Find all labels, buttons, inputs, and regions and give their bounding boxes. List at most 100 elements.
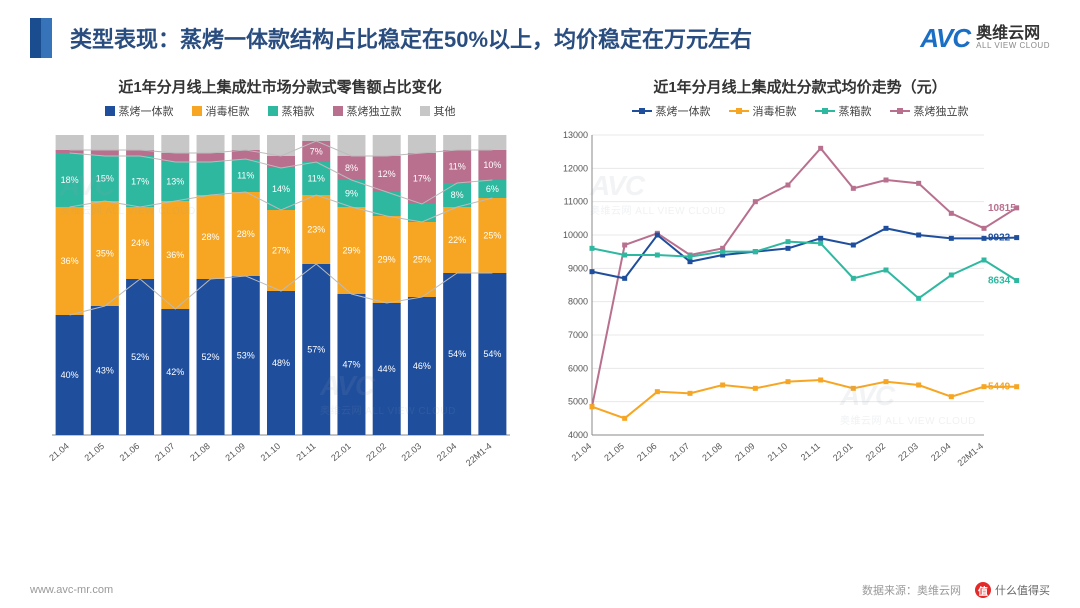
- svg-text:35%: 35%: [96, 249, 114, 259]
- right-chart-title: 近1年分月线上集成灶分款式均价走势（元）: [550, 76, 1050, 97]
- svg-text:21.06: 21.06: [635, 441, 659, 463]
- logo-cn: 奥维云网: [976, 26, 1050, 42]
- svg-text:7%: 7%: [310, 147, 323, 157]
- svg-text:18%: 18%: [61, 175, 79, 185]
- bar-segment: [267, 135, 295, 156]
- svg-text:42%: 42%: [166, 367, 184, 377]
- svg-text:21.07: 21.07: [153, 441, 177, 463]
- svg-text:21.05: 21.05: [82, 441, 106, 463]
- bar-segment: [478, 135, 506, 150]
- bar-segment: [443, 135, 471, 150]
- zdm-badge-icon: 值: [975, 582, 991, 598]
- header: 类型表现：蒸烤一体款结构占比稳定在50%以上，均价稳定在万元左右 AVC 奥维云…: [0, 0, 1080, 66]
- logo: AVC 奥维云网 ALL VIEW CLOUD: [920, 23, 1050, 54]
- svg-text:21.09: 21.09: [223, 441, 247, 463]
- bar-segment: [302, 135, 330, 141]
- right-legend: 蒸烤一体款消毒柜款蒸箱款蒸烤独立款: [550, 103, 1050, 119]
- legend-item: 蒸烤独立款: [890, 103, 969, 119]
- bar-segment: [197, 162, 225, 195]
- svg-text:22.01: 22.01: [831, 441, 855, 463]
- svg-text:22.03: 22.03: [400, 441, 424, 463]
- svg-text:36%: 36%: [61, 256, 79, 266]
- svg-text:21.05: 21.05: [602, 441, 626, 463]
- svg-text:8634: 8634: [988, 276, 1011, 287]
- bar-segment: [232, 135, 260, 150]
- svg-text:23%: 23%: [307, 225, 325, 235]
- svg-text:21.04: 21.04: [47, 441, 71, 463]
- charts-row: 近1年分月线上集成灶市场分款式零售额占比变化 蒸烤一体款 消毒柜款 蒸箱款 蒸烤独立款…: [0, 66, 1080, 485]
- right-chart-svg: 4000500060007000800090001000011000120001…: [550, 125, 1030, 485]
- svg-text:9000: 9000: [568, 263, 588, 273]
- svg-text:11%: 11%: [308, 174, 325, 184]
- svg-text:52%: 52%: [202, 352, 220, 362]
- svg-text:11%: 11%: [237, 171, 254, 181]
- svg-text:43%: 43%: [96, 366, 114, 376]
- svg-text:48%: 48%: [272, 358, 290, 368]
- bar-segment: [91, 135, 119, 150]
- left-chart-title: 近1年分月线上集成灶市场分款式零售额占比变化: [30, 76, 530, 97]
- svg-text:28%: 28%: [202, 232, 220, 242]
- svg-text:21.10: 21.10: [259, 441, 283, 463]
- zdm-attribution: 值 什么值得买: [975, 582, 1050, 598]
- bar-segment: [408, 135, 436, 153]
- svg-text:7000: 7000: [568, 330, 588, 340]
- svg-text:25%: 25%: [413, 255, 431, 265]
- legend-item: 其他: [420, 103, 456, 119]
- svg-text:40%: 40%: [61, 370, 79, 380]
- svg-text:21.06: 21.06: [118, 441, 142, 463]
- svg-text:52%: 52%: [131, 352, 149, 362]
- svg-text:54%: 54%: [448, 349, 466, 359]
- svg-text:53%: 53%: [237, 351, 255, 361]
- left-legend: 蒸烤一体款 消毒柜款 蒸箱款 蒸烤独立款 其他: [30, 103, 530, 119]
- svg-text:21.08: 21.08: [188, 441, 212, 463]
- svg-text:22.04: 22.04: [929, 441, 953, 463]
- svg-text:14%: 14%: [272, 184, 290, 194]
- bar-segment: [408, 204, 436, 222]
- svg-text:21.09: 21.09: [733, 441, 757, 463]
- svg-text:54%: 54%: [483, 349, 501, 359]
- legend-item: 消毒柜款: [192, 103, 250, 119]
- bar-segment: [56, 135, 84, 150]
- line-series: [592, 242, 1017, 299]
- svg-text:17%: 17%: [413, 174, 431, 184]
- legend-item: 蒸箱款: [268, 103, 315, 119]
- svg-text:5000: 5000: [568, 397, 588, 407]
- legend-item: 蒸烤独立款: [333, 103, 402, 119]
- zdm-text: 什么值得买: [995, 582, 1050, 598]
- svg-text:22.02: 22.02: [364, 441, 388, 463]
- svg-text:22.01: 22.01: [329, 441, 353, 463]
- svg-text:22%: 22%: [448, 235, 466, 245]
- logo-mark: AVC: [920, 23, 970, 54]
- svg-text:13%: 13%: [166, 177, 184, 187]
- svg-text:6%: 6%: [486, 184, 499, 194]
- legend-item: 蒸箱款: [815, 103, 872, 119]
- svg-text:21.11: 21.11: [294, 441, 317, 463]
- svg-text:36%: 36%: [166, 250, 184, 260]
- bar-segment: [197, 135, 225, 153]
- svg-text:4000: 4000: [568, 430, 588, 440]
- svg-text:11000: 11000: [564, 197, 588, 207]
- svg-text:22M1-4: 22M1-4: [464, 441, 494, 468]
- svg-text:8000: 8000: [568, 297, 588, 307]
- svg-text:24%: 24%: [131, 238, 149, 248]
- svg-text:22.02: 22.02: [864, 441, 888, 463]
- svg-text:15%: 15%: [96, 174, 114, 184]
- svg-text:28%: 28%: [237, 229, 255, 239]
- svg-text:12%: 12%: [378, 169, 396, 179]
- svg-text:21.08: 21.08: [700, 441, 724, 463]
- left-chart: 近1年分月线上集成灶市场分款式零售额占比变化 蒸烤一体款 消毒柜款 蒸箱款 蒸烤独立款…: [30, 76, 530, 485]
- svg-text:47%: 47%: [342, 360, 360, 370]
- svg-text:57%: 57%: [307, 345, 325, 355]
- svg-text:44%: 44%: [378, 364, 396, 374]
- svg-text:21.10: 21.10: [766, 441, 790, 463]
- legend-item: 蒸烤一体款: [105, 103, 174, 119]
- svg-text:10000: 10000: [563, 230, 588, 240]
- bar-segment: [337, 135, 365, 156]
- svg-text:21.07: 21.07: [668, 441, 692, 463]
- logo-en: ALL VIEW CLOUD: [976, 42, 1050, 50]
- svg-text:25%: 25%: [483, 231, 501, 241]
- svg-text:10%: 10%: [483, 160, 501, 170]
- bar-segment: [126, 135, 154, 150]
- page-title: 类型表现：蒸烤一体款结构占比稳定在50%以上，均价稳定在万元左右: [70, 22, 920, 54]
- svg-text:5449: 5449: [988, 382, 1011, 393]
